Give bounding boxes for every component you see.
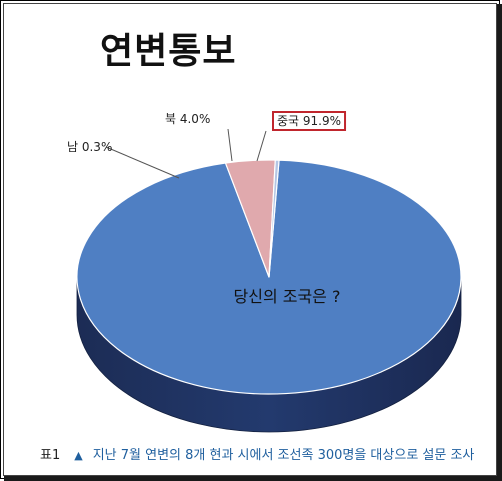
pie-layer bbox=[76, 159, 462, 433]
center-label: 당신의 조국은 ? bbox=[234, 287, 341, 306]
triangle-icon: ▲ bbox=[74, 449, 83, 462]
highlight-box bbox=[272, 111, 347, 131]
slice-label-1: 북 4.0% bbox=[165, 112, 210, 126]
inner-frame bbox=[3, 3, 497, 476]
leader-line-1 bbox=[227, 128, 233, 162]
slice-label-0: 중국 91.9% bbox=[277, 114, 341, 128]
chart-caption: 표1 ▲ 지난 7월 연변의 8개 현과 시에서 조선족 300명을 대상으로 설문… bbox=[40, 444, 474, 463]
chart-title: 연변통보 bbox=[100, 31, 237, 72]
label-layer: 당신의 조국은 ? 중국 91.9% 북 4.0% 남 0.3% bbox=[67, 111, 347, 306]
caption-text: 지난 7월 연변의 8개 현과 시에서 조선족 300명을 대상으로 설문 조사 bbox=[92, 448, 475, 463]
frame-shadow-bottom bbox=[4, 476, 502, 481]
leader-line-0 bbox=[256, 130, 267, 162]
caption-number: 표1 bbox=[40, 448, 61, 463]
slice-label-2: 남 0.3% bbox=[67, 140, 112, 154]
frame-shadow-right bbox=[497, 4, 502, 481]
pie-slice-2 bbox=[268, 159, 280, 278]
leader-line-2 bbox=[105, 146, 180, 179]
